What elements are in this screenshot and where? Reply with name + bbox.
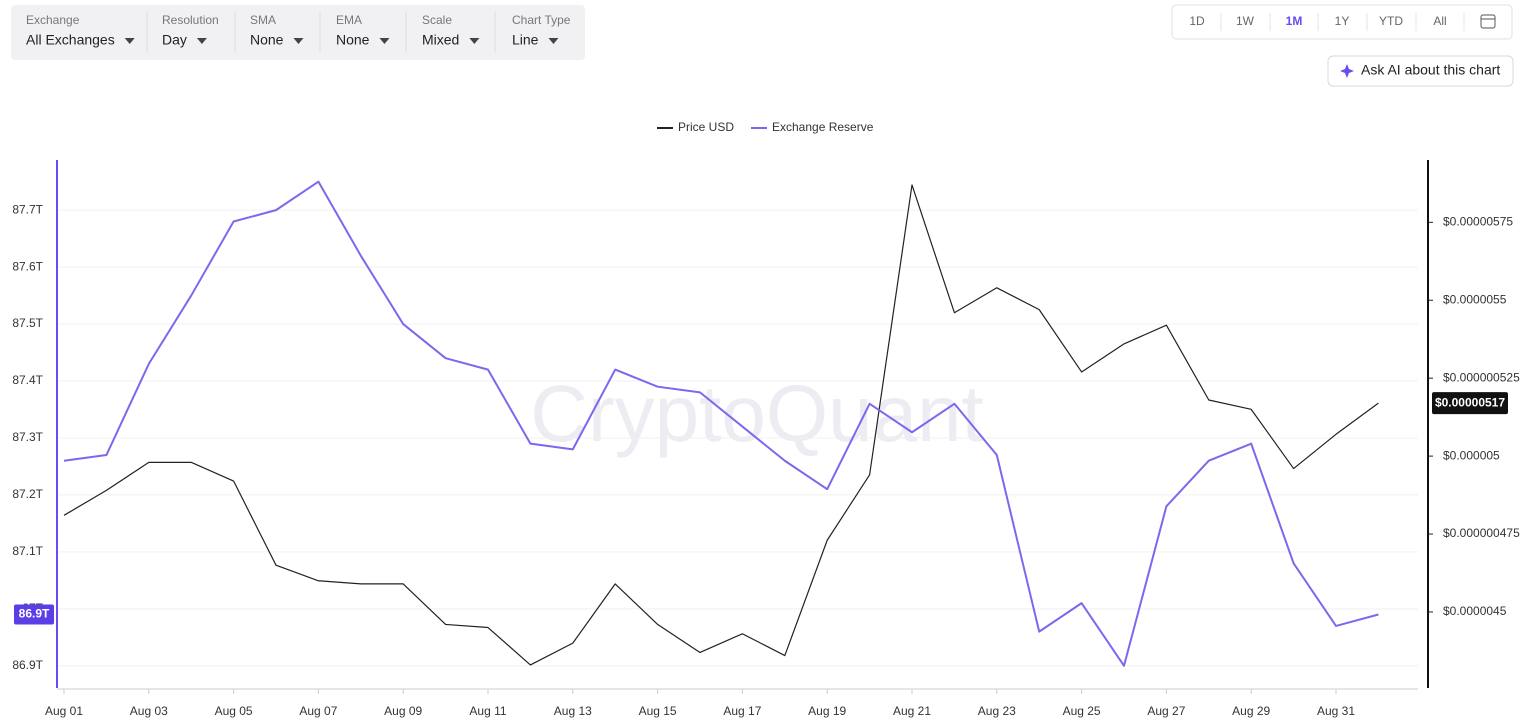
x-tick-label: Aug 17 <box>723 704 761 718</box>
dropdown-label: Resolution <box>162 13 219 27</box>
dropdown-arrow <box>469 38 480 44</box>
watermark: CryptoQuant <box>530 369 984 458</box>
range-button[interactable]: YTD <box>1379 14 1403 28</box>
x-tick-label: Aug 25 <box>1063 704 1101 718</box>
x-tick-label: Aug 27 <box>1147 704 1185 718</box>
dropdown-value: None <box>336 32 370 48</box>
dropdown-label: SMA <box>250 13 276 27</box>
y2-tick-label: $0.000005 <box>1443 448 1500 462</box>
range-button[interactable]: 1Y <box>1335 14 1350 28</box>
y-badge-bg <box>14 604 54 625</box>
dropdown-value: Mixed <box>422 32 459 48</box>
y-tick-label: 87.4T <box>12 373 43 387</box>
range-button[interactable]: 1D <box>1189 14 1205 28</box>
dropdown-value: Day <box>162 32 187 48</box>
dropdown-value: All Exchanges <box>26 32 115 48</box>
y-badge: 86.9T <box>19 607 50 621</box>
x-tick-label: Aug 15 <box>639 704 677 718</box>
dropdown-label: EMA <box>336 13 362 27</box>
ask-ai-button[interactable]: Ask AI about this chart <box>1327 55 1514 87</box>
calendar-icon <box>1480 14 1496 29</box>
dropdown-arrow <box>548 38 559 44</box>
x-tick-label: Aug 03 <box>130 704 168 718</box>
x-tick-label: Aug 11 <box>469 704 506 718</box>
range-button[interactable]: 1M <box>1286 14 1303 28</box>
range-button[interactable]: 1W <box>1236 14 1255 28</box>
y-tick-label: 86.9T <box>12 658 43 672</box>
y2-tick-label: $0.0000055 <box>1443 292 1507 306</box>
dropdown-arrow <box>379 38 390 44</box>
x-tick-label: Aug 31 <box>1317 704 1355 718</box>
y2-tick-label: $0.000000525 <box>1443 370 1520 384</box>
y-tick-label: 87.1T <box>12 544 43 558</box>
toolbar <box>11 5 585 60</box>
range-button[interactable]: All <box>1433 14 1446 28</box>
y-tick-label: 87.5T <box>12 316 43 330</box>
x-tick-label: Aug 01 <box>45 704 83 718</box>
legend-label: Price USD <box>678 120 734 134</box>
dropdown[interactable]: SMA None <box>250 13 304 48</box>
dropdown[interactable]: Exchange All Exchanges <box>26 13 135 48</box>
dropdown-label: Exchange <box>26 13 80 27</box>
y2-badge-bg <box>1432 392 1508 415</box>
y-tick-label: 87.7T <box>12 202 43 216</box>
series-line <box>63 180 1379 667</box>
y-tick-label: 87.3T <box>12 430 43 444</box>
y2-tick-label: $0.00000575 <box>1443 215 1513 229</box>
x-tick-label: Aug 21 <box>893 704 931 718</box>
dropdown[interactable]: Chart Type Line <box>512 13 571 48</box>
dropdown-arrow <box>124 38 135 44</box>
x-tick-label: Aug 13 <box>554 704 592 718</box>
x-tick-label: Aug 09 <box>384 704 422 718</box>
legend-label: Exchange Reserve <box>772 120 874 134</box>
calendar-button[interactable] <box>1480 14 1496 29</box>
x-tick-label: Aug 23 <box>978 704 1016 718</box>
x-tick-label: Aug 29 <box>1232 704 1270 718</box>
x-tick-label: Aug 07 <box>299 704 337 718</box>
dropdown-label: Chart Type <box>512 13 571 27</box>
series-line <box>63 184 1379 666</box>
y2-badge: $0.00000517 <box>1435 395 1505 409</box>
dropdown-label: Scale <box>422 13 452 27</box>
dropdown[interactable]: Resolution Day <box>162 13 219 48</box>
dropdown-arrow <box>293 38 304 44</box>
ask-ai-label: Ask AI about this chart <box>1361 62 1500 78</box>
x-tick-label: Aug 05 <box>215 704 253 718</box>
dropdown-arrow <box>196 38 207 44</box>
dropdown-value: None <box>250 32 284 48</box>
y2-tick-label: $0.000000475 <box>1443 526 1520 540</box>
range-bar <box>1171 4 1513 40</box>
dropdown[interactable]: Scale Mixed <box>422 13 480 48</box>
y-tick-label: 87.6T <box>12 259 43 273</box>
x-tick-label: Aug 19 <box>808 704 846 718</box>
dropdown-value: Line <box>512 32 539 48</box>
y-tick-label: 87.2T <box>12 487 43 501</box>
dropdown[interactable]: EMA None <box>336 13 390 48</box>
y2-tick-label: $0.0000045 <box>1443 604 1507 618</box>
